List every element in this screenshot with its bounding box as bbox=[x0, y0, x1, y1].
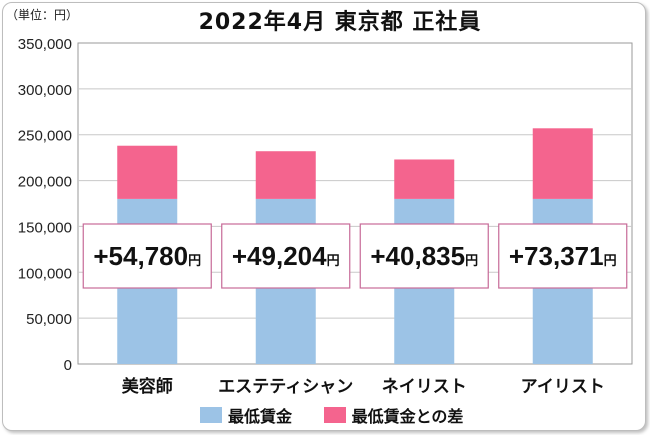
diff-annotation-label: +73,371円 bbox=[509, 241, 617, 271]
y-tick-label: 0 bbox=[64, 357, 72, 374]
x-category-label: エステティシャン bbox=[218, 377, 353, 397]
y-tick-label: 200,000 bbox=[18, 174, 72, 191]
unit-label: （単位：円） bbox=[6, 8, 79, 22]
y-tick-label: 100,000 bbox=[18, 265, 72, 282]
legend-item-difference: 最低賃金との差 bbox=[323, 403, 464, 427]
y-tick-label: 50,000 bbox=[26, 311, 72, 328]
legend-swatch-min-wage bbox=[200, 407, 222, 423]
diff-annotation-box bbox=[498, 223, 628, 289]
diff-annotation-box bbox=[221, 223, 351, 289]
diff-annotation-box bbox=[82, 223, 212, 289]
x-category-label: 美容師 bbox=[122, 376, 173, 397]
diff-annotation-label: +54,780円 bbox=[93, 241, 201, 271]
bar-segment bbox=[532, 128, 593, 199]
legend-label-min-wage: 最低賃金 bbox=[228, 407, 293, 426]
chart-title: 2022年4月 東京都 正社員 bbox=[198, 10, 482, 35]
legend-swatch-difference bbox=[323, 407, 346, 423]
y-tick-label: 250,000 bbox=[18, 128, 72, 145]
x-category-label: ネイリスト bbox=[382, 377, 467, 397]
legend-item-min-wage: 最低賃金 bbox=[200, 403, 292, 427]
bar-segment bbox=[117, 145, 178, 199]
y-tick-label: 350,000 bbox=[18, 36, 72, 53]
legend-label-difference: 最低賃金との差 bbox=[351, 407, 464, 426]
diff-annotation-label: +49,204円 bbox=[232, 241, 340, 271]
legend: 最低賃金 最低賃金との差 bbox=[200, 403, 489, 427]
y-tick-label: 150,000 bbox=[18, 219, 72, 236]
y-tick-label: 300,000 bbox=[18, 82, 72, 99]
x-category-label: アイリスト bbox=[521, 377, 605, 397]
diff-annotation-box bbox=[359, 223, 489, 289]
plot-area bbox=[77, 42, 633, 365]
bar-segment bbox=[394, 159, 455, 199]
bar-segment bbox=[255, 151, 316, 199]
diff-annotation-label: +40,835円 bbox=[370, 241, 478, 271]
